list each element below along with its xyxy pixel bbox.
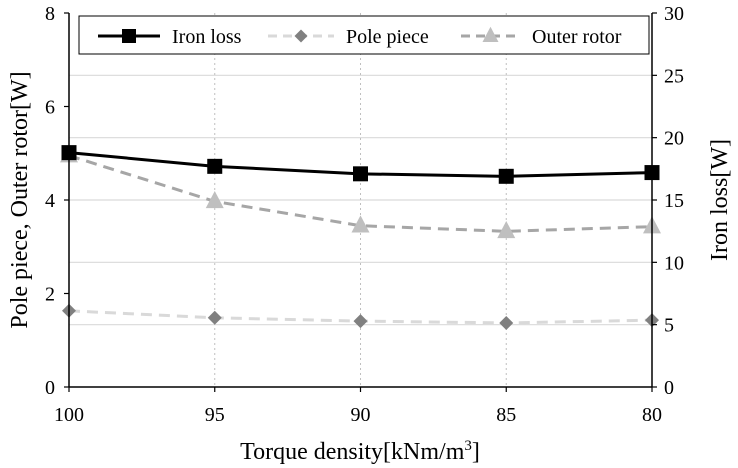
legend-marker — [122, 29, 136, 43]
data-point — [497, 220, 516, 239]
x-axis-title-end: ] — [472, 439, 480, 465]
legend-item-pole-piece: Pole piece — [268, 26, 429, 48]
legend-item-iron-loss: Iron loss — [98, 26, 242, 48]
legend-label: Iron loss — [172, 26, 242, 48]
x-tick-label: 95 — [205, 404, 225, 426]
y-left-tick-label: 8 — [45, 3, 55, 25]
data-point — [351, 215, 370, 233]
x-axis-title: Torque density[kNm/m3] — [240, 438, 480, 465]
data-point — [353, 314, 368, 329]
series-line — [68, 154, 653, 233]
x-tick-label: 90 — [351, 404, 371, 426]
y-right-tick-label: 30 — [664, 3, 684, 25]
y-right-tick-label: 0 — [664, 377, 674, 399]
y-axis-right-title: Iron loss[W] — [707, 139, 733, 261]
data-point — [499, 315, 514, 330]
legend-item-outer-rotor: Outer rotor — [461, 26, 622, 48]
y-right-tick-label: 10 — [664, 252, 684, 274]
y-left-tick-label: 6 — [45, 97, 55, 119]
legend: Iron loss Pole piece Outer rotor — [78, 15, 650, 55]
data-point — [207, 310, 222, 325]
x-tick-label: 80 — [642, 404, 662, 426]
data-point — [205, 191, 224, 209]
x-tick-label: 85 — [496, 404, 516, 426]
y-right-tick-label: 5 — [664, 315, 674, 337]
y-axis-left-title: Pole piece, Outer rotor[W] — [7, 71, 33, 328]
data-point — [207, 158, 223, 174]
grid-layer — [69, 13, 652, 387]
legend-label: Outer rotor — [532, 26, 622, 48]
data-point — [498, 168, 514, 184]
y-right-tick-label: 15 — [664, 190, 684, 212]
y-left-tick-label: 0 — [45, 377, 55, 399]
x-tick-label: 100 — [54, 404, 84, 426]
y-left-tick-label: 2 — [45, 284, 55, 306]
legend-label: Pole piece — [346, 26, 429, 48]
y-left-tick-label: 4 — [45, 190, 55, 212]
series-pole-piece — [62, 303, 659, 330]
y-right-tick-label: 25 — [664, 65, 684, 87]
legend-box — [78, 15, 650, 55]
data-point — [353, 166, 368, 182]
legend-items: Iron loss Pole piece Outer rotor — [98, 26, 622, 48]
x-axis-title-main: Torque density[kNm/m — [240, 439, 465, 465]
legend-marker — [482, 26, 499, 42]
legend-marker — [294, 29, 308, 43]
series-layer — [60, 145, 661, 330]
y-right-tick-label: 20 — [664, 128, 684, 150]
x-axis-title-superscript: 3 — [464, 438, 472, 454]
